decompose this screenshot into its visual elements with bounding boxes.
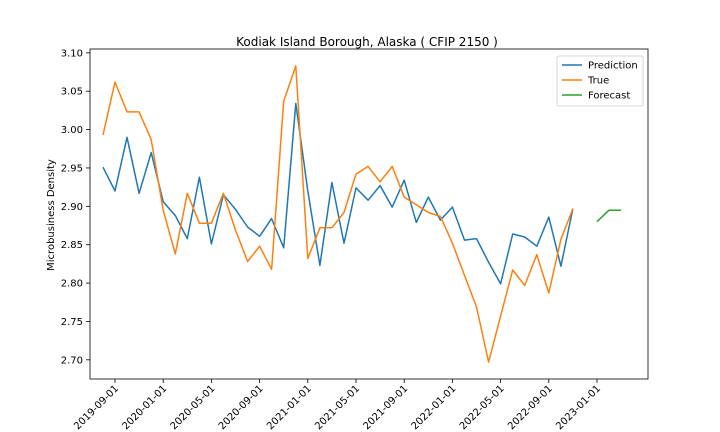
x-tick-label: 2020-05-01	[169, 383, 218, 432]
y-tick-label: 2.90	[61, 202, 83, 213]
series-line-forecast	[596, 209, 622, 223]
y-tick-label: 2.95	[61, 163, 83, 174]
y-tick-label: 3.00	[61, 125, 83, 136]
x-tick-label: 2022-05-01	[458, 383, 507, 432]
legend-label-forecast: Forecast	[588, 91, 630, 102]
legend-label-prediction: Prediction	[588, 61, 638, 72]
x-tick-label: 2021-05-01	[313, 383, 362, 432]
chart-title: Kodiak Island Borough, Alaska ( CFIP 215…	[236, 35, 498, 49]
plot-area	[102, 65, 622, 363]
series-line-prediction	[102, 102, 574, 285]
x-tick-label: 2023-01-01	[554, 383, 603, 432]
y-tick-label: 2.70	[61, 355, 83, 366]
y-tick-label: 3.10	[61, 48, 83, 59]
x-tick-label: 2022-01-01	[410, 383, 459, 432]
y-tick-label: 2.85	[61, 240, 83, 251]
x-tick-label: 2022-09-01	[506, 383, 555, 432]
legend: Prediction True Forecast	[556, 55, 644, 107]
legend-label-true: True	[587, 76, 609, 87]
x-tick-label: 2020-09-01	[217, 383, 266, 432]
y-tick-label: 3.05	[61, 87, 83, 98]
legend-box	[556, 55, 644, 107]
y-axis-label: Microbusiness Density	[46, 159, 57, 271]
axes-frame	[89, 48, 649, 380]
x-tick-label: 2019-09-01	[72, 383, 121, 432]
x-tick-label: 2021-09-01	[361, 383, 410, 432]
y-tick-label: 2.75	[61, 317, 83, 328]
y-tick-label: 2.80	[61, 279, 83, 290]
series-line-true	[102, 65, 574, 363]
x-tick-label: 2020-01-01	[120, 383, 169, 432]
x-tick-label: 2021-01-01	[265, 383, 314, 432]
